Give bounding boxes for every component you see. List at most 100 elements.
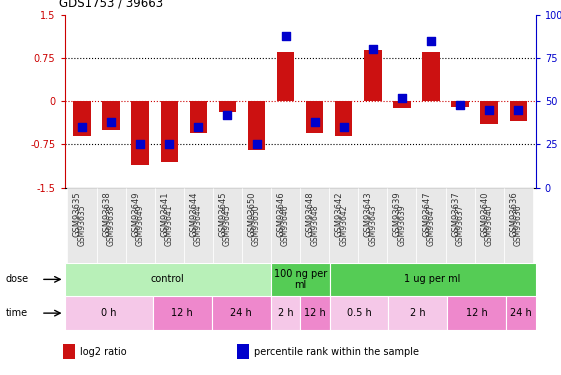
Bar (102, 101, 120, 130)
Text: GSM93644: GSM93644 (189, 191, 199, 237)
Bar (237, 344, 249, 359)
FancyBboxPatch shape (475, 188, 504, 262)
Point (456, 102, 465, 108)
Point (194, 124, 203, 130)
FancyBboxPatch shape (184, 188, 213, 262)
FancyBboxPatch shape (211, 296, 270, 330)
Bar (219, 101, 236, 112)
Text: GSM93637: GSM93637 (451, 191, 460, 237)
FancyBboxPatch shape (126, 188, 155, 262)
Text: percentile rank within the sample: percentile rank within the sample (254, 347, 419, 357)
Text: GSM93639: GSM93639 (397, 204, 407, 246)
Text: dose: dose (6, 274, 29, 284)
FancyBboxPatch shape (300, 296, 329, 330)
Text: GSM93643: GSM93643 (364, 191, 373, 237)
Text: GSM93650: GSM93650 (252, 204, 261, 246)
Text: GSM93646: GSM93646 (277, 191, 286, 237)
FancyBboxPatch shape (445, 188, 475, 262)
Point (252, 141, 261, 147)
Text: time: time (6, 308, 27, 318)
Text: GSM93636: GSM93636 (509, 191, 518, 237)
Text: GSM93636: GSM93636 (514, 204, 523, 246)
Text: 24 h: 24 h (510, 308, 532, 318)
Text: GSM93648: GSM93648 (306, 191, 315, 237)
Bar (190, 101, 207, 133)
Bar (452, 101, 469, 107)
Text: GSM93643: GSM93643 (369, 204, 378, 246)
Bar (422, 53, 440, 101)
FancyBboxPatch shape (65, 262, 270, 296)
FancyBboxPatch shape (329, 296, 388, 330)
Text: 100 ng per
ml: 100 ng per ml (274, 268, 327, 290)
Text: GSM93644: GSM93644 (194, 204, 203, 246)
FancyBboxPatch shape (65, 296, 153, 330)
FancyBboxPatch shape (388, 188, 416, 262)
FancyBboxPatch shape (416, 188, 445, 262)
Text: 0.5 h: 0.5 h (347, 308, 371, 318)
Text: GSM93642: GSM93642 (335, 191, 344, 237)
Text: GSM93649: GSM93649 (136, 204, 145, 246)
Text: control: control (151, 274, 185, 284)
Point (485, 107, 494, 113)
Text: GSM93641: GSM93641 (160, 191, 169, 237)
Text: GSM93635: GSM93635 (77, 204, 86, 246)
Point (426, 38, 435, 44)
Bar (160, 101, 178, 162)
Text: GSM93635: GSM93635 (73, 191, 82, 237)
FancyBboxPatch shape (155, 188, 184, 262)
Text: GSM93638: GSM93638 (102, 191, 111, 237)
Text: GSM93640: GSM93640 (485, 204, 494, 246)
Point (77, 124, 86, 130)
Text: GSM93650: GSM93650 (247, 191, 256, 237)
Point (339, 124, 348, 130)
Point (136, 141, 145, 147)
Text: log2 ratio: log2 ratio (80, 347, 126, 357)
Bar (480, 101, 498, 124)
FancyBboxPatch shape (300, 188, 329, 262)
FancyBboxPatch shape (270, 296, 300, 330)
Text: 2 h: 2 h (410, 308, 426, 318)
FancyBboxPatch shape (329, 262, 536, 296)
Point (369, 46, 378, 53)
FancyBboxPatch shape (388, 296, 447, 330)
Text: 12 h: 12 h (304, 308, 326, 318)
Point (223, 112, 232, 118)
Text: GSM93647: GSM93647 (426, 204, 435, 246)
FancyBboxPatch shape (447, 296, 506, 330)
Bar (277, 53, 295, 101)
Bar (393, 101, 411, 108)
Point (514, 107, 523, 113)
Text: 12 h: 12 h (172, 308, 193, 318)
Text: GSM93645: GSM93645 (223, 204, 232, 246)
Bar (509, 101, 527, 122)
Text: 24 h: 24 h (231, 308, 252, 318)
Text: GSM93647: GSM93647 (422, 191, 431, 237)
FancyBboxPatch shape (270, 262, 329, 296)
Text: GSM93637: GSM93637 (456, 204, 465, 246)
Text: GSM93648: GSM93648 (310, 204, 319, 246)
Point (165, 141, 174, 147)
Bar (248, 101, 265, 150)
Bar (335, 101, 352, 136)
Bar (63, 344, 75, 359)
Text: GSM93642: GSM93642 (339, 204, 348, 246)
FancyBboxPatch shape (329, 188, 358, 262)
FancyBboxPatch shape (213, 188, 242, 262)
Text: GDS1753 / 39663: GDS1753 / 39663 (59, 0, 163, 9)
Text: GSM93640: GSM93640 (480, 191, 489, 237)
Bar (131, 101, 149, 165)
Text: 12 h: 12 h (466, 308, 488, 318)
Text: 1 ug per ml: 1 ug per ml (404, 274, 461, 284)
Point (310, 119, 319, 125)
Bar (364, 50, 381, 101)
Text: GSM93638: GSM93638 (107, 204, 116, 246)
FancyBboxPatch shape (153, 296, 211, 330)
Text: GSM93645: GSM93645 (218, 191, 227, 237)
FancyBboxPatch shape (358, 188, 388, 262)
FancyBboxPatch shape (504, 188, 533, 262)
FancyBboxPatch shape (271, 188, 300, 262)
Bar (306, 101, 323, 133)
Text: 0 h: 0 h (101, 308, 117, 318)
Point (281, 33, 290, 39)
Text: GSM93641: GSM93641 (165, 204, 174, 246)
